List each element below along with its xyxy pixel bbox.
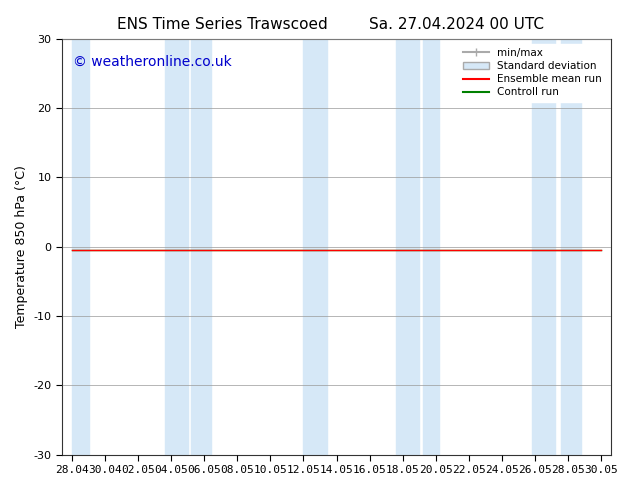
Bar: [396, 39, 419, 455]
Text: ENS Time Series Trawscoed: ENS Time Series Trawscoed: [117, 17, 327, 32]
Legend: min/max, Standard deviation, Ensemble mean run, Controll run: min/max, Standard deviation, Ensemble me…: [458, 44, 606, 101]
Bar: [422, 39, 439, 455]
Bar: [191, 39, 211, 455]
Bar: [532, 39, 555, 455]
Text: © weatheronline.co.uk: © weatheronline.co.uk: [73, 55, 232, 69]
Bar: [304, 39, 327, 455]
Bar: [72, 39, 89, 455]
Y-axis label: Temperature 850 hPa (°C): Temperature 850 hPa (°C): [15, 165, 28, 328]
Bar: [561, 39, 581, 455]
Bar: [165, 39, 188, 455]
Text: Sa. 27.04.2024 00 UTC: Sa. 27.04.2024 00 UTC: [369, 17, 544, 32]
